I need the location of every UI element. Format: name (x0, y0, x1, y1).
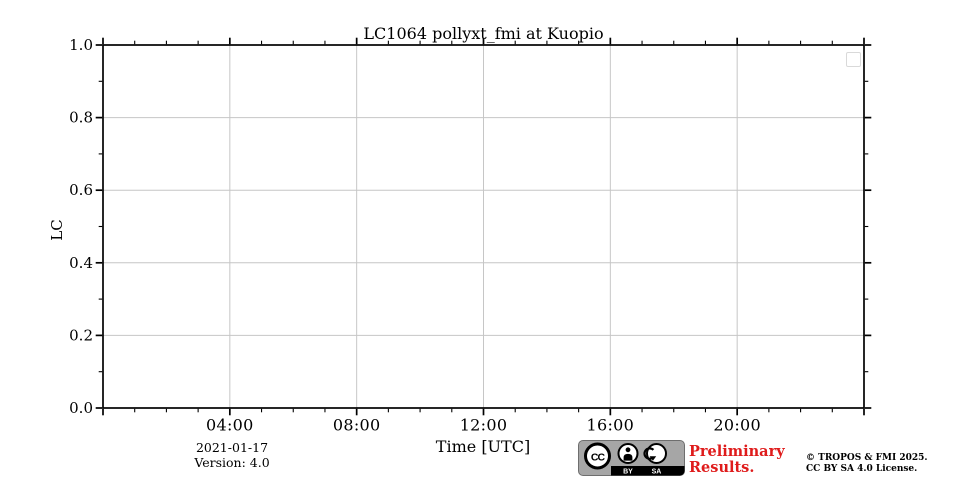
copyright-line-2: CC BY SA 4.0 License. (806, 464, 918, 474)
y-tick-label: 0.6 (69, 181, 93, 199)
x-tick-label: 08:00 (333, 416, 381, 435)
y-tick-label: 0.8 (69, 109, 93, 127)
y-tick-label: 1.0 (69, 36, 93, 54)
copyright-line-1: © TROPOS & FMI 2025. (806, 453, 928, 463)
badge-bottom-strip (611, 466, 685, 476)
svg-text:CC: CC (591, 451, 606, 463)
cc-by-sa-badge: CC BY SA (578, 440, 685, 476)
y-tick-label: 0.4 (69, 254, 93, 272)
x-tick-label: 04:00 (206, 416, 254, 435)
badge-by-label: BY (623, 469, 633, 476)
cc-by-sa-badge-art: CC BY SA (578, 440, 685, 476)
x-tick-label: 20:00 (713, 416, 761, 435)
copyright-note: © TROPOS & FMI 2025. CC BY SA 4.0 Licens… (806, 453, 928, 475)
axes-frame (102, 44, 865, 409)
y-tick-label: 0.0 (69, 399, 93, 417)
preliminary-line-2: Results. (689, 458, 755, 476)
preliminary-line-1: Preliminary (689, 443, 785, 460)
x-tick-label: 16:00 (587, 416, 635, 435)
date-label: 2021-01-17 (195, 440, 269, 455)
by-person-icon (617, 443, 639, 464)
y-tick-label: 0.2 (69, 326, 93, 344)
x-tick-label: 12:00 (460, 416, 508, 435)
cc-logo-icon: CC (584, 442, 611, 470)
sa-arrow-icon (643, 443, 667, 464)
chart-title: LC1064 pollyxt_fmi at Kuopio (363, 24, 604, 43)
date-version-block: 2021-01-17 Version: 4.0 (157, 440, 307, 470)
badge-sa-label: SA (652, 469, 662, 476)
preliminary-results-note: Preliminary Results. (689, 444, 785, 475)
version-label: Version: 4.0 (194, 455, 270, 470)
legend-box (846, 52, 861, 67)
y-axis-label: LC (48, 219, 66, 241)
x-axis-label: Time [UTC] (435, 437, 531, 456)
